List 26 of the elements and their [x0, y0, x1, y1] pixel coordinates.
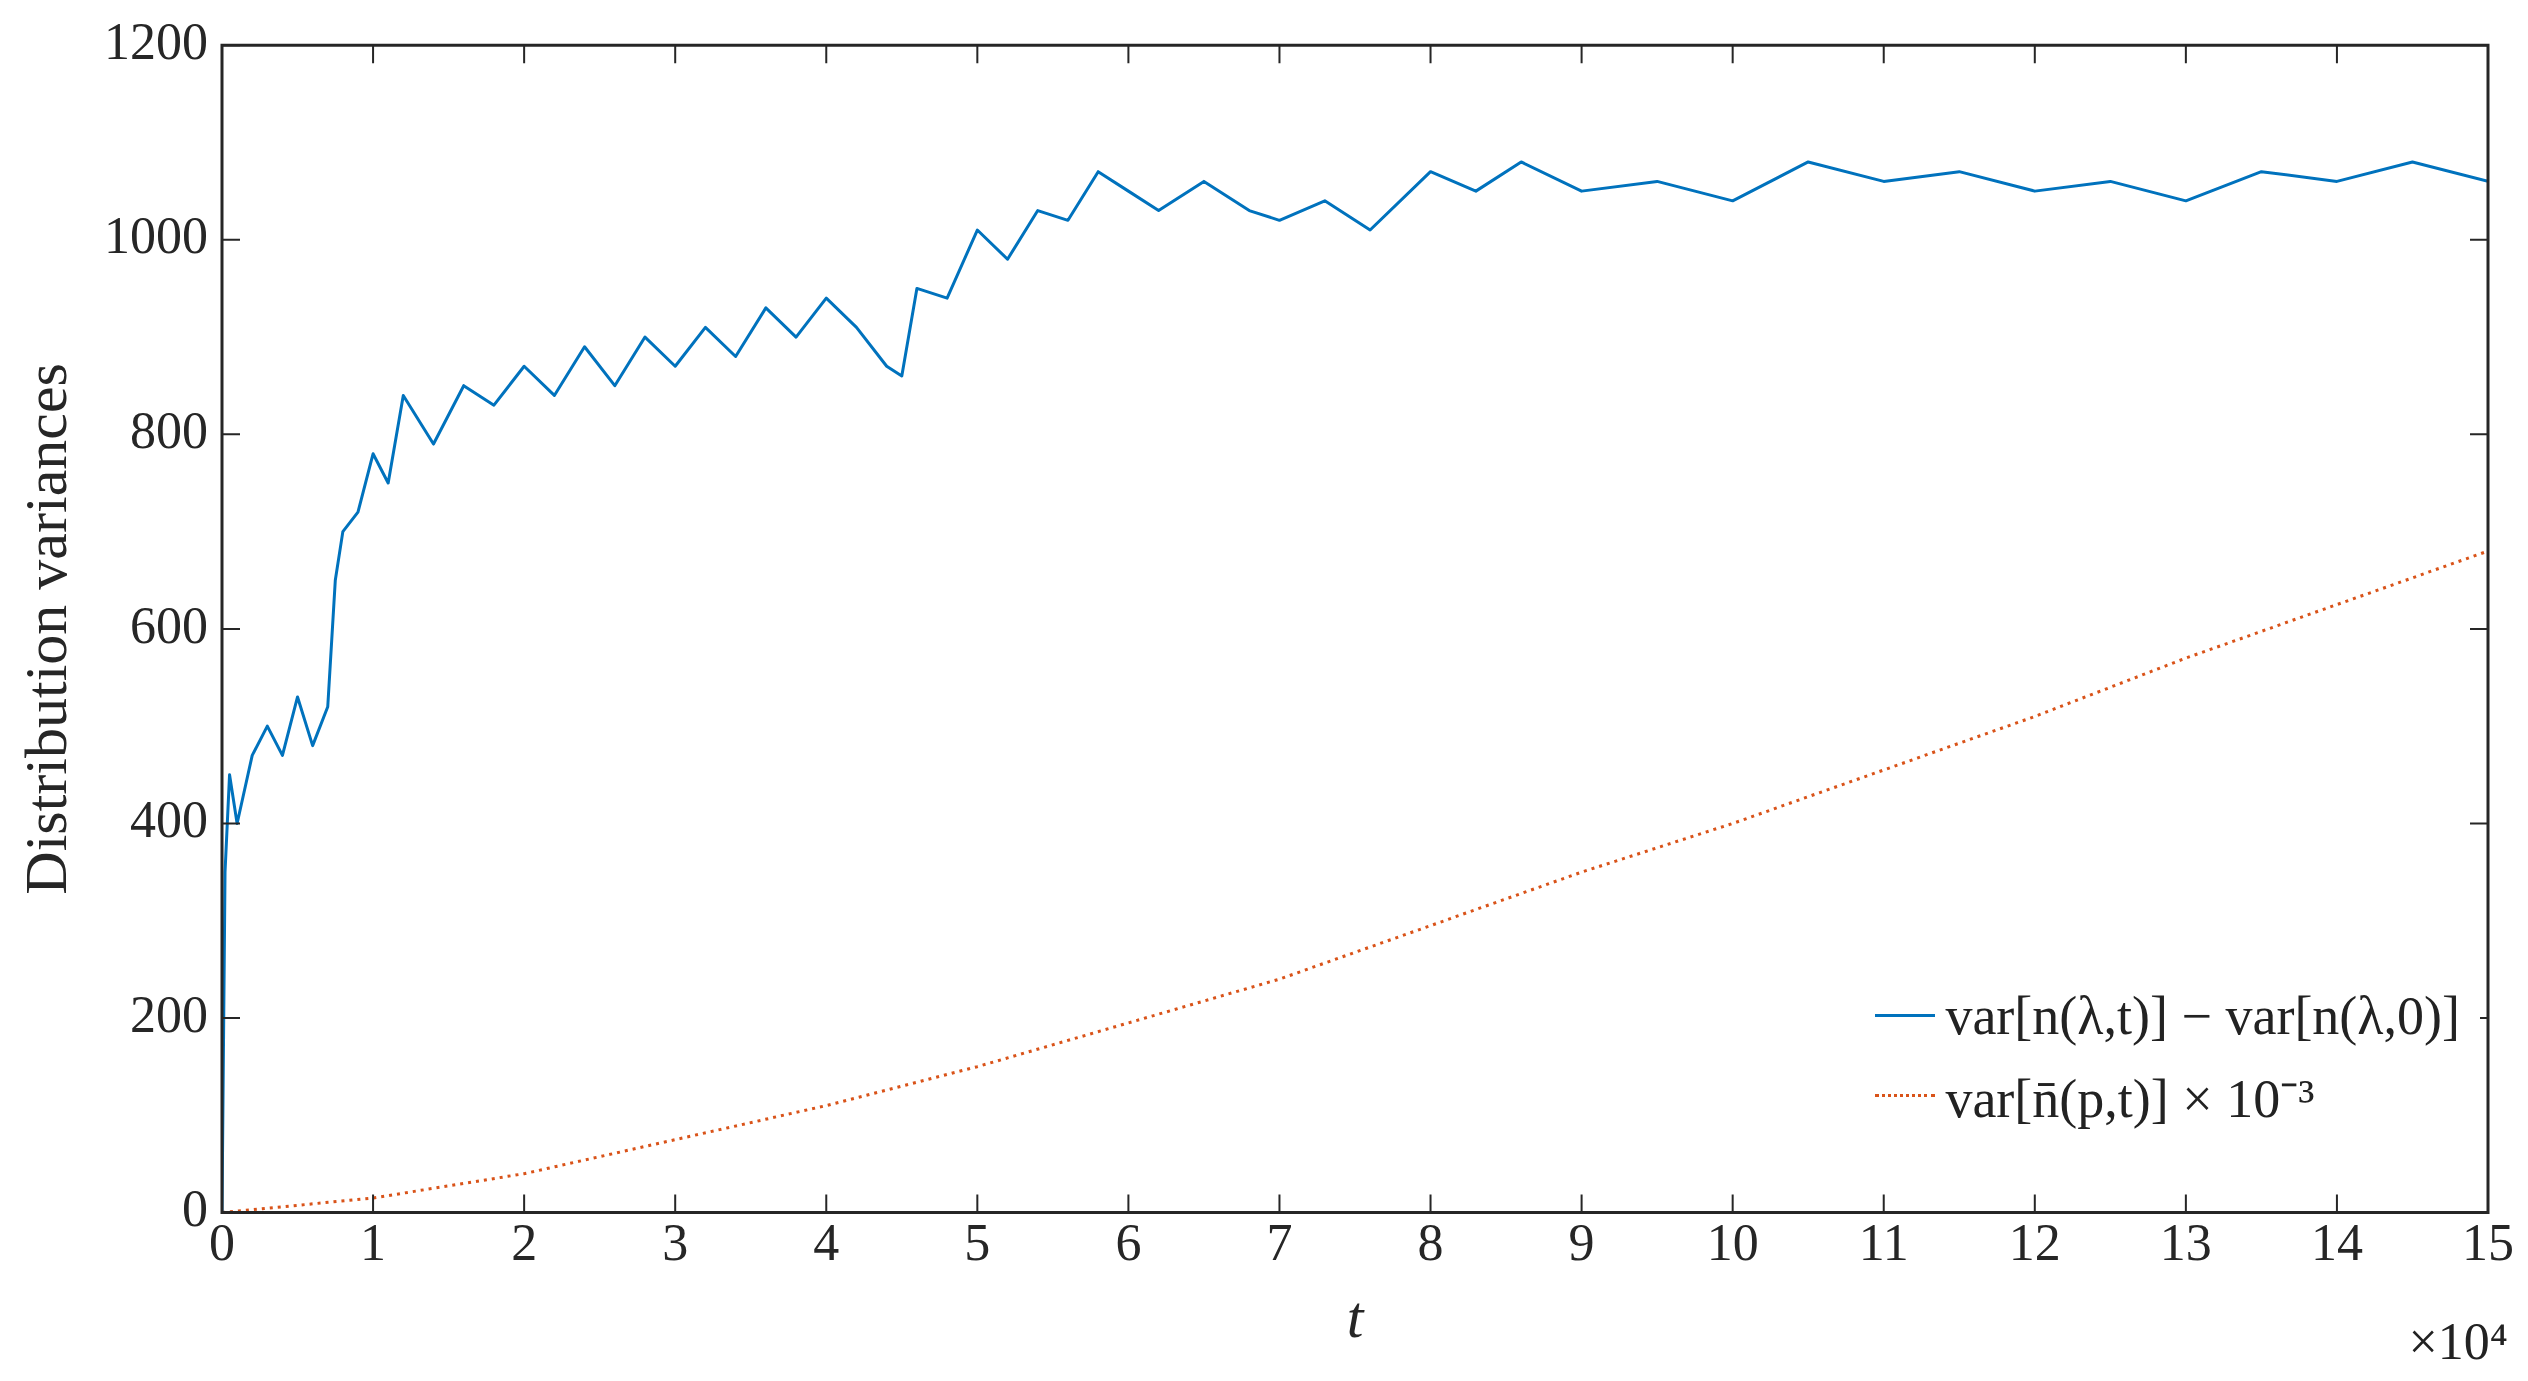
x-tick-label: 7: [1266, 1214, 1293, 1272]
y-tick-label: 200: [130, 985, 208, 1043]
legend-label: var[n̄(p,t)] × 10⁻³: [1945, 1067, 2315, 1131]
x-tick-label: 13: [2159, 1214, 2212, 1272]
x-tick-label: 11: [1858, 1214, 1909, 1272]
x-tick-label: 8: [1417, 1214, 1444, 1272]
x-axis-title: t: [1346, 1283, 1365, 1350]
legend-label: var[n(λ,t)] − var[n(λ,0)]: [1945, 984, 2460, 1047]
x-tick-label: 15: [2462, 1214, 2514, 1272]
y-tick-label: 1200: [104, 12, 208, 70]
x-tick-label: 9: [1568, 1214, 1595, 1272]
x-tick-label: 14: [2310, 1214, 2363, 1272]
text: ×10⁴: [2408, 1312, 2508, 1371]
y-tick-label: 1000: [104, 207, 208, 265]
x-tick-label: 1: [360, 1214, 387, 1272]
y-axis-title: Distribution variances: [12, 363, 79, 895]
x-tick-label: 4: [813, 1214, 840, 1272]
y-tick-label: 600: [130, 596, 208, 654]
y-tick-label: 400: [130, 791, 208, 849]
x-tick-label: 6: [1115, 1214, 1142, 1272]
x-tick-label: 3: [662, 1214, 689, 1272]
x-tick-label: 2: [511, 1214, 538, 1272]
y-tick-label: 800: [130, 401, 208, 459]
x-tick-label: 12: [2008, 1214, 2061, 1272]
x-tick-label: 5: [964, 1214, 991, 1272]
x-tick-label: 10: [1706, 1214, 1759, 1272]
